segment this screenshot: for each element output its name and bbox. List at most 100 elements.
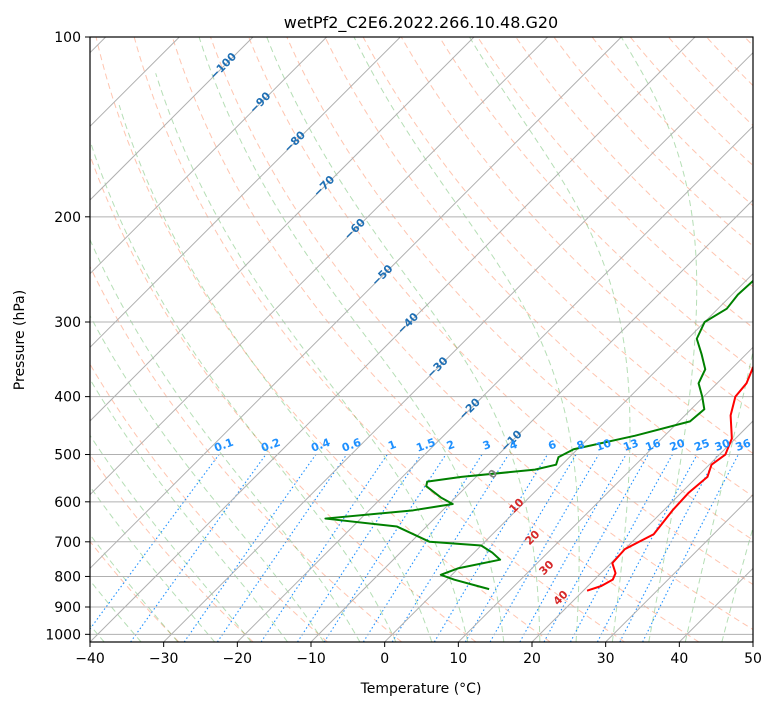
moist-adiabat-line xyxy=(266,37,541,642)
isotherm-line xyxy=(605,493,753,642)
x-axis-title: Temperature (°C) xyxy=(360,681,482,697)
y-tick-label: 100 xyxy=(54,30,81,46)
y-tick-label: 500 xyxy=(54,448,81,464)
dry-adiabat-line xyxy=(133,37,625,642)
mixing-ratio-label: 2 xyxy=(445,438,457,453)
mixing-ratio-label: 1 xyxy=(386,438,398,453)
isotherm-line xyxy=(90,37,549,496)
moist-adiabat-line xyxy=(118,104,433,642)
isotherm-line xyxy=(90,37,622,570)
x-tick-label: −20 xyxy=(223,651,253,667)
mixing-ratio-line xyxy=(489,454,600,642)
moist-adiabat-line xyxy=(90,434,252,642)
plot-frame xyxy=(89,36,754,643)
moist-adiabats xyxy=(90,37,753,642)
moist-adiabat-line xyxy=(198,37,505,642)
mixing-ratio-label: 3 xyxy=(481,438,493,453)
dry-adiabat-line xyxy=(171,37,700,642)
dry-adiabat-line xyxy=(90,153,477,642)
x-axis: −40 −30 −20 −10 0 10 20 30 40 50 xyxy=(75,642,762,667)
y-axis-title: Pressure (hPa) xyxy=(12,290,28,390)
y-axis: 100 200 300 400 500 600 700 800 900 1000 xyxy=(45,30,90,643)
chart-title: wetPf2_C2E6.2022.266.10.48.G20 xyxy=(284,13,558,33)
mixing-ratio-line xyxy=(297,454,422,642)
y-tick-label: 700 xyxy=(54,535,81,551)
y-tick-label: 900 xyxy=(54,600,81,616)
moist-adiabat-line xyxy=(90,238,361,642)
mixing-ratio-line xyxy=(433,454,548,642)
moist-adiabat-line xyxy=(469,37,631,642)
mixing-ratio-label: 6 xyxy=(546,438,558,453)
isotherm-line xyxy=(457,346,753,642)
mixing-ratio-label: 20 xyxy=(668,436,687,454)
x-tick-label: −10 xyxy=(296,651,326,667)
moist-adiabat-line xyxy=(90,138,397,642)
mixing-ratio-label: 0.2 xyxy=(259,436,282,455)
dry-adiabat-line xyxy=(553,37,753,247)
dry-adiabat-line xyxy=(90,265,403,642)
isotherm-line xyxy=(90,37,401,349)
y-tick-label: 300 xyxy=(54,315,81,331)
mixing-ratio-line xyxy=(260,454,388,642)
mixing-ratio-line xyxy=(90,454,220,630)
y-tick-label: 800 xyxy=(54,569,81,585)
y-tick-label: 1000 xyxy=(45,627,81,643)
moist-adiabat-line xyxy=(721,526,753,642)
mixing-ratio-label: 8 xyxy=(575,438,587,453)
sounding-series xyxy=(324,279,753,592)
x-tick-label: −30 xyxy=(149,651,179,667)
isotherm-line xyxy=(163,51,753,642)
moist-adiabat-line xyxy=(90,579,142,642)
isotherm-line xyxy=(384,272,753,642)
dry-adiabat-line xyxy=(210,37,753,631)
mixing-ratio-lines xyxy=(90,454,739,642)
moist-adiabat-line xyxy=(90,314,325,642)
mixing-ratio-label: 0.1 xyxy=(212,436,235,455)
dry-adiabat-line xyxy=(477,37,753,329)
mixing-ratio-line xyxy=(130,454,267,642)
mixing-ratio-line xyxy=(323,454,447,642)
isotherm-line xyxy=(236,125,753,642)
x-tick-label: 40 xyxy=(670,651,688,667)
mixing-ratio-line xyxy=(596,454,698,642)
dry-adiabat-line xyxy=(248,37,753,586)
mixing-ratio-label: 16 xyxy=(644,436,663,454)
mixing-ratio-labels: 0.1 0.2 0.4 0.6 1 1.5 2 3 4 6 8 10 13 16 20 25 30 36 xyxy=(212,436,752,455)
mixing-ratio-label: 0.6 xyxy=(340,436,363,455)
x-tick-label: 0 xyxy=(380,651,389,667)
x-tick-label: 20 xyxy=(523,651,541,667)
mixing-ratio-label: 0.4 xyxy=(309,436,332,455)
pressure-gridlines xyxy=(90,37,753,635)
isotherm-line xyxy=(90,37,254,201)
mixing-ratio-line xyxy=(391,454,510,642)
isotherm-line xyxy=(90,37,696,642)
dry-adiabat-line xyxy=(362,37,753,455)
dewpoint-line xyxy=(324,279,753,591)
dry-adiabat-line xyxy=(324,37,753,498)
plot-area: −100−90−80−70−60−50−40−30−20−10 0.1 0.2 0.… xyxy=(90,37,753,642)
mixing-ratio-label: 10 xyxy=(594,436,613,454)
moist-adiabat-line xyxy=(90,378,288,642)
mixing-ratio-line xyxy=(642,454,739,642)
mixing-ratio-line xyxy=(464,454,577,642)
mixing-ratio-label: 25 xyxy=(693,436,712,453)
x-tick-label: 30 xyxy=(597,651,615,667)
mixing-ratio-label: 1.5 xyxy=(414,436,437,455)
dry-adiabats xyxy=(90,37,753,642)
moist-adiabat-line xyxy=(353,37,580,642)
dry-adiabat-line xyxy=(591,37,753,207)
mixing-ratio-line xyxy=(619,454,719,642)
x-tick-label: −40 xyxy=(75,651,105,667)
mixing-ratio-label: 30 xyxy=(713,436,732,454)
y-tick-label: 600 xyxy=(54,495,81,511)
dry-adiabat-line xyxy=(90,363,328,642)
x-tick-label: 50 xyxy=(744,651,762,667)
x-tick-label: 10 xyxy=(449,651,467,667)
skewed-isotherms xyxy=(90,37,753,642)
moist-adiabat-line xyxy=(620,37,698,642)
mixing-ratio-label: 13 xyxy=(621,437,640,454)
mixing-ratio-line xyxy=(362,454,483,642)
y-tick-label: 400 xyxy=(54,390,81,406)
